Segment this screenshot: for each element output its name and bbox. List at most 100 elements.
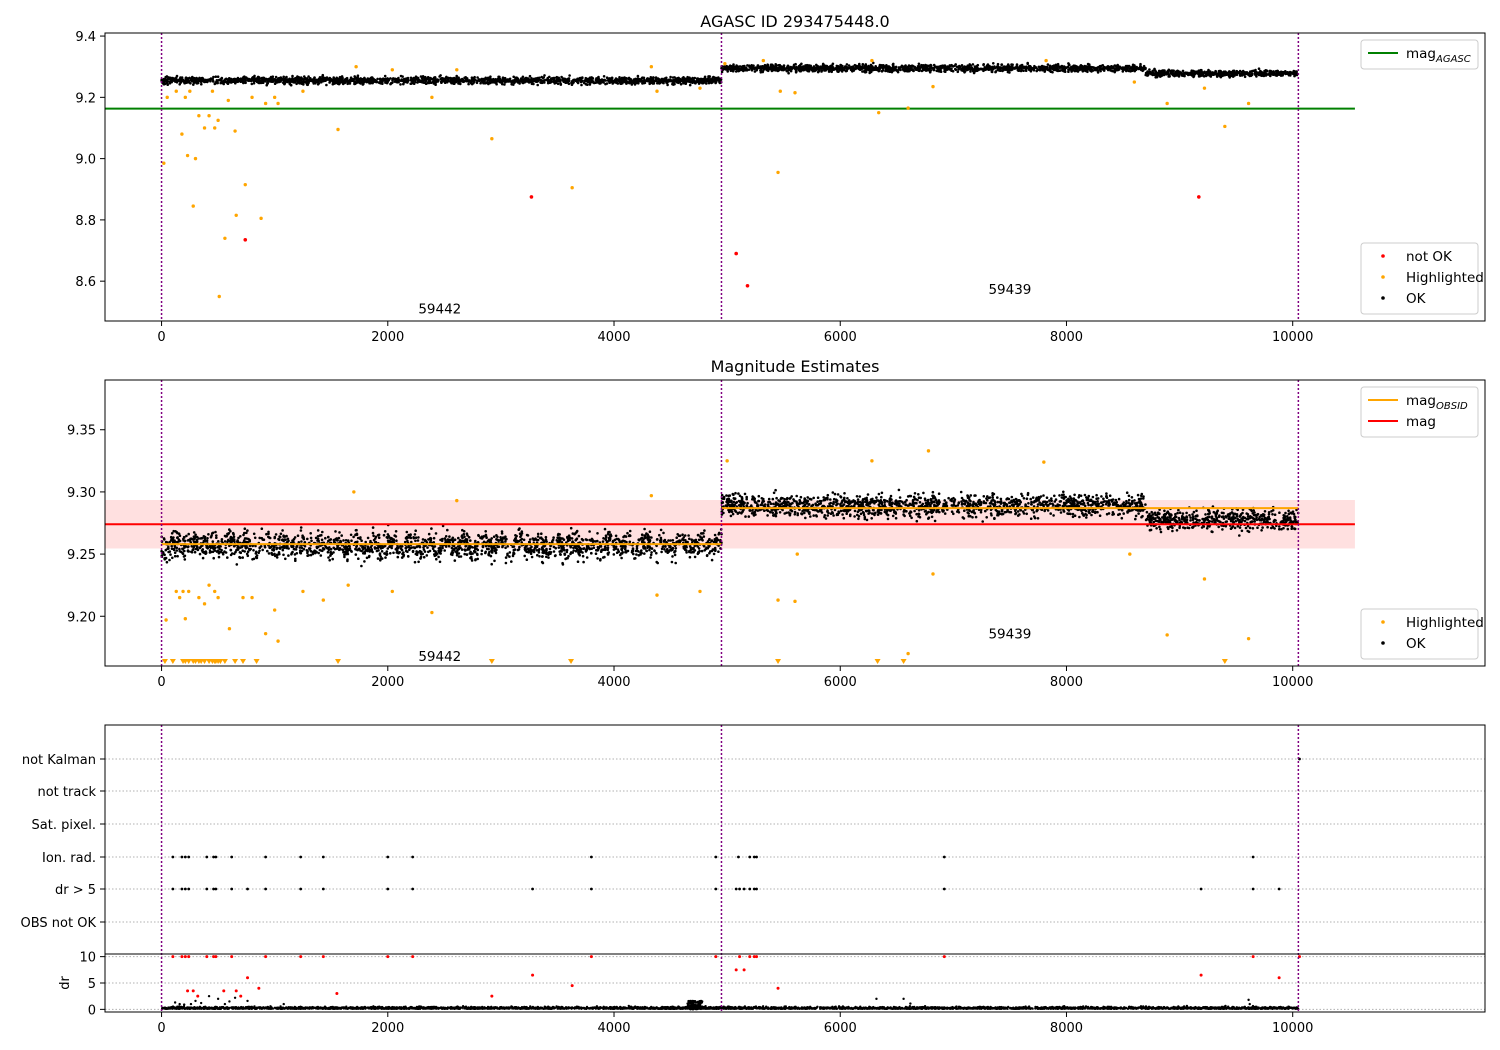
p1-ok-point	[802, 68, 806, 72]
p1-ok-point	[1211, 71, 1214, 75]
p1-ok-point	[209, 77, 213, 80]
p1-highlighted-point	[430, 95, 434, 100]
p1-ok-point	[688, 83, 692, 87]
p1-ok-point	[165, 78, 169, 82]
p2-ok-point	[635, 553, 638, 556]
p2-ok-point	[394, 530, 398, 533]
p1-ok-point	[990, 70, 994, 74]
p1-highlighted-point	[1165, 101, 1169, 106]
p1-ok-point	[379, 82, 382, 85]
p1-ok-point	[1257, 71, 1261, 75]
p1-notok-point	[243, 238, 248, 242]
p2-ok-point	[470, 555, 473, 559]
p2-ok-point	[187, 550, 190, 553]
p2-ok-point	[643, 552, 646, 555]
p2-ok-point	[340, 534, 344, 537]
p2-ok-point	[383, 530, 387, 533]
p2-ok-point	[413, 560, 417, 564]
p1-ok-point	[516, 81, 520, 84]
p1-ok-point	[512, 83, 515, 86]
p1-ok-point	[802, 65, 805, 68]
p1-ok-point	[472, 79, 475, 83]
p1-ok-point	[558, 80, 562, 83]
p1-ok-point	[588, 83, 592, 86]
p1-ok-point	[1049, 69, 1052, 72]
p1-ok-point	[1031, 67, 1034, 70]
p1-highlighted-point	[233, 129, 237, 133]
p1-ok-point	[779, 68, 782, 71]
p1-ok-point	[559, 83, 563, 86]
p1-ok-point	[395, 80, 398, 84]
p2-ok-point	[463, 552, 467, 556]
p1-ok-point	[753, 70, 757, 73]
p1-ok-point	[827, 66, 830, 70]
p1-ok-point	[1147, 72, 1150, 76]
p1-ok-point	[455, 74, 459, 78]
p1-ok-point	[492, 80, 495, 83]
p1-ok-point	[951, 65, 955, 68]
p2-ok-point	[497, 545, 501, 548]
p1-highlighted-points	[162, 58, 1251, 299]
p1-ok-point	[315, 80, 319, 83]
p2-ok-point	[504, 546, 507, 550]
p1-ok-point	[701, 81, 704, 85]
p1-highlighted-point	[723, 61, 727, 66]
p1-ok-point	[1239, 72, 1242, 75]
p1-ok-point	[1225, 72, 1228, 76]
p2-ok-point	[464, 549, 467, 552]
p1-legend-dot-swatch	[1381, 275, 1385, 279]
p2-ok-point	[346, 539, 350, 542]
p2-ok-point	[217, 540, 220, 543]
p2-ok-point	[612, 553, 616, 556]
p1-ok-point	[964, 66, 968, 70]
p1-highlighted-point	[202, 126, 207, 130]
p1-ok-point	[962, 67, 966, 70]
p1-ok-point	[226, 82, 230, 85]
p1-ok-point	[325, 83, 328, 87]
p2-ok-point	[588, 530, 591, 533]
p1-ok-point	[438, 75, 441, 78]
p1-ok-point	[1144, 67, 1147, 71]
p1-ok-point	[539, 78, 542, 82]
p2-ok-point	[176, 554, 179, 558]
p1-ok-point	[1089, 68, 1093, 71]
p1-ok-point	[1126, 64, 1130, 68]
p1-ok-point	[970, 66, 973, 70]
p1-ok-point	[341, 82, 345, 86]
p1-ok-point	[294, 76, 298, 80]
p1-highlighted-point	[191, 204, 195, 208]
p1-ok-point	[378, 77, 382, 81]
p1-legend-dot-swatch	[1381, 296, 1385, 300]
p1-ok-point	[564, 81, 567, 84]
p2-ok-point	[324, 536, 327, 540]
p1-ok-point	[1151, 69, 1154, 73]
p1-ok-point	[1286, 72, 1289, 75]
p1-highlighted-point	[210, 89, 215, 93]
p1-highlighted-point	[649, 65, 654, 69]
p1-ok-point	[463, 76, 466, 80]
p1-ok-point	[178, 83, 181, 86]
p2-ok-point	[628, 529, 632, 533]
p1-ok-point	[297, 80, 300, 83]
p1-ok-point	[618, 76, 621, 79]
p2-ok-point	[414, 536, 418, 539]
p1-ok-point	[1190, 71, 1193, 74]
p2-ok-point	[296, 534, 300, 537]
p1-ok-point	[1198, 71, 1201, 74]
p1-ok-point	[1175, 70, 1179, 74]
p1-ok-point	[1235, 69, 1239, 73]
p1-ok-point	[988, 64, 991, 68]
p1-xtick-label: 0	[157, 330, 165, 345]
p1-highlighted-point	[655, 89, 659, 93]
p1-ok-point	[1080, 68, 1084, 71]
p1-ok-point	[313, 78, 317, 82]
p1-ok-point	[972, 71, 976, 75]
p2-ok-point	[536, 553, 539, 557]
p1-ok-point	[193, 77, 196, 80]
p1-ok-point	[321, 73, 325, 77]
p1-ok-point	[470, 82, 474, 86]
p2-ok-point	[165, 560, 169, 564]
p1-ok-point	[831, 62, 835, 66]
p1-ok-point	[1168, 75, 1171, 78]
